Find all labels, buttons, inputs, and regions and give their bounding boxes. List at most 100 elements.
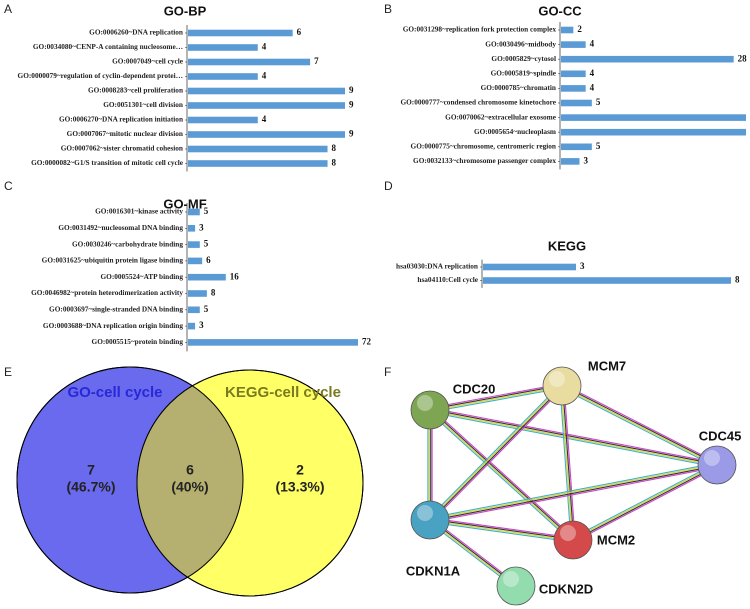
bar — [561, 55, 734, 63]
value-label: 5 — [204, 304, 209, 314]
venn-percent: (40%) — [171, 479, 208, 495]
value-label: 6 — [206, 255, 211, 265]
network-node — [553, 520, 593, 560]
network-edge — [562, 385, 575, 540]
network-edge — [430, 408, 718, 465]
value-label: 5 — [204, 206, 209, 216]
venn-title: KEGG-cell cycle — [225, 384, 341, 401]
network-edge — [429, 383, 562, 409]
category-label: GO:0016301~kinase activity — [95, 207, 183, 216]
category-label: hsa03030:DNA replication — [396, 262, 478, 271]
chart-title: GO-BP — [164, 3, 207, 18]
category-label: GO:0000777~condensed chromosome kinetoch… — [400, 98, 556, 107]
category-label: GO:0000775~chromosome, centromeric regio… — [411, 141, 556, 150]
value-label: 8 — [332, 143, 337, 153]
value-label: 3 — [580, 261, 585, 271]
network-edge — [430, 387, 563, 413]
venn-outline — [136, 369, 364, 597]
bar — [561, 158, 580, 165]
network-edge — [428, 411, 572, 542]
network-edge — [573, 465, 718, 542]
bar — [188, 290, 207, 297]
value-label: 8 — [735, 275, 740, 285]
panel-label: A — [4, 2, 12, 16]
network-node — [542, 366, 582, 406]
panel-label: F — [384, 365, 391, 379]
category-label: GO:0030496~midbody — [485, 39, 556, 48]
bar — [188, 58, 311, 66]
value-label: 3 — [199, 222, 204, 232]
node-shine — [549, 371, 565, 387]
network-edge — [429, 462, 717, 519]
network-node — [697, 445, 737, 485]
value-label: 3 — [584, 155, 589, 165]
value-label: 9 — [349, 85, 354, 95]
node-shine — [704, 450, 720, 466]
category-label: GO:0003688~DNA replication origin bindin… — [43, 321, 183, 330]
panel-label: B — [384, 2, 392, 16]
category-label: GO:0005654~nucleoplasm — [474, 127, 556, 136]
category-label: GO:0007049~cell cycle — [112, 57, 184, 66]
node-shine — [417, 505, 433, 521]
network-edge — [431, 408, 575, 539]
bar — [483, 277, 731, 284]
value-label: 4 — [262, 114, 267, 124]
node-label: CDC20 — [453, 381, 496, 396]
venn-overlap — [137, 370, 243, 593]
network-edge — [431, 387, 564, 522]
category-label: hsa04110:Cell cycle — [417, 275, 478, 284]
network-edge — [571, 462, 717, 539]
bar — [188, 44, 258, 51]
value-label: 4 — [262, 42, 267, 52]
category-label: GO:0000785~chromatin — [481, 83, 556, 92]
node-shine — [560, 525, 576, 541]
network-edge — [429, 410, 573, 541]
network-edge — [559, 386, 572, 541]
network-edge — [430, 466, 718, 523]
venn-outline — [16, 366, 244, 594]
bar — [561, 26, 574, 34]
category-label: GO:0034080~CENP-A containing nucleosome… — [33, 42, 183, 51]
node-shine — [417, 395, 433, 411]
value-label: 3 — [199, 320, 204, 330]
network-edge — [561, 386, 717, 467]
value-label: 4 — [590, 82, 595, 92]
value-label: 4 — [590, 39, 595, 49]
bar — [188, 339, 358, 346]
category-label: GO:0003697~single-stranded DNA binding — [49, 304, 183, 313]
value-label: 4 — [590, 68, 595, 78]
network-edge — [572, 463, 717, 540]
node-shine — [503, 571, 519, 587]
category-label: GO:0005515~protein binding — [92, 337, 184, 346]
bar — [188, 116, 258, 124]
bar — [561, 70, 586, 78]
category-label: GO:0005524~ATP binding — [100, 272, 183, 281]
network-edge — [573, 466, 719, 543]
venn-percent: (46.7%) — [66, 479, 115, 495]
category-label: GO:0046982~protein heterodimerization ac… — [31, 288, 183, 297]
value-label: 5 — [596, 97, 601, 107]
value-label: 2 — [577, 24, 582, 34]
network-node — [496, 566, 536, 606]
category-label: GO:0070062~extracellular exosome — [445, 112, 557, 121]
category-label: GO:0031298~replication fork protection c… — [403, 25, 557, 34]
bar — [188, 306, 200, 314]
category-label: GO:0006260~DNA replication — [89, 28, 183, 37]
category-label: GO:0007062~sister chromatid cohesion — [61, 144, 183, 153]
bar — [561, 41, 586, 48]
value-label: 9 — [349, 129, 354, 139]
bar — [188, 241, 200, 248]
bar — [188, 87, 345, 95]
bar — [561, 99, 592, 107]
category-label: GO:0031625~ubiquitin protein ligase bind… — [42, 256, 184, 265]
bar — [188, 145, 328, 153]
chart-title: GO-CC — [538, 3, 582, 18]
venn-title: GO-cell cycle — [67, 384, 162, 401]
network-edge — [429, 385, 562, 520]
network-node — [410, 500, 450, 540]
network-edge — [429, 384, 562, 410]
value-label: 28 — [738, 53, 748, 63]
category-label: GO:0032133~chromosome passenger complex — [413, 156, 556, 165]
bar — [561, 143, 592, 151]
panel-label: E — [4, 365, 12, 379]
